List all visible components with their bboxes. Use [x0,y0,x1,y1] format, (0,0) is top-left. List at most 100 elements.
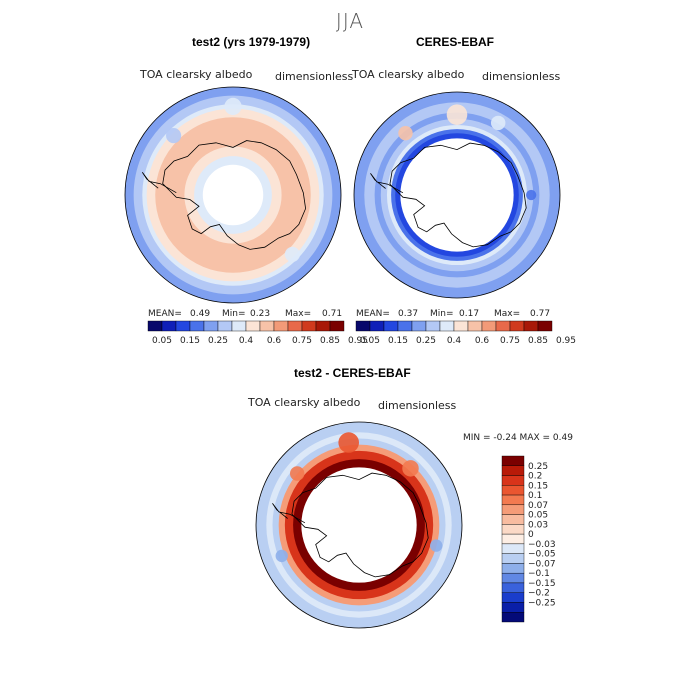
colorbar-swatch-12 [315,320,331,332]
panel1-units: dimensionless [275,70,354,83]
panel2-colorbar: 0.05 0.15 0.25 0.4 0.6 0.75 0.85 0.95 [355,320,576,346]
panel2-min-label: Min= [430,309,454,319]
panel2-mean-label: MEAN= [356,309,390,319]
colorbar-swatch-7 [501,524,525,535]
colorbar-tick-label-3: 0.4 [239,336,254,346]
colorbar-tick-label-0: 0.25 [528,462,548,472]
colorbar-swatch-13 [329,320,345,332]
panel1-mean-label: MEAN= [148,309,182,319]
colorbar-swatch-12 [523,320,539,332]
colorbar-tick-label-3: 0.4 [447,336,462,346]
colorbar-tick-label-10: −0.07 [528,559,556,569]
antarctic-peninsula [272,503,306,524]
colorbar-tick-label-4: 0.6 [267,336,282,346]
colorbar-swatch-3 [397,320,413,332]
panel2-max-label: Max= [494,309,521,319]
colorbar-swatch-0 [355,320,371,332]
panel2-units: dimensionless [482,70,561,83]
colorbar-swatch-11 [301,320,317,332]
panel3-units: dimensionless [378,399,457,412]
map-boundary [353,91,561,299]
panel3-title: test2 - CERES-EBAF [294,366,411,380]
panel1-variable: TOA clearsky albedo [140,68,253,81]
field-patch-1 [398,125,413,141]
colorbar-tick-label-2: 0.25 [208,336,228,346]
colorbar-tick-label-5: 0.75 [292,336,312,346]
panel1-title: test2 (yrs 1979-1979) [192,35,311,49]
colorbar-swatch-2 [175,320,191,332]
field-band-6 [301,467,417,583]
antarctica-coastline [291,472,429,578]
colorbar-swatch-8 [467,320,483,332]
panel2-mean: 0.37 [398,309,419,319]
colorbar-swatch-6 [501,514,525,525]
antarctica-coastline [389,142,527,248]
colorbar-swatch-15 [501,602,525,613]
colorbar-tick-label-7: 0 [528,530,534,540]
field-patch-3 [430,539,443,552]
colorbar-swatch-11 [501,563,525,574]
colorbar-tick-label-6: 0.85 [528,336,548,346]
colorbar-swatch-10 [287,320,303,332]
panel1-min: 0.23 [250,309,271,319]
panel2-map [353,91,561,299]
field-patch-1 [166,128,182,144]
colorbar-tick-label-7: 0.95 [348,336,368,346]
colorbar-swatch-1 [161,320,177,332]
panel1-min-label: Min= [222,309,246,319]
colorbar-swatch-4 [203,320,219,332]
antarctica-coastline [162,140,307,250]
panel2-variable: TOA clearsky albedo [352,68,465,81]
colorbar-tick-label-1: 0.2 [528,472,542,482]
field-patch-2 [284,246,300,262]
colorbar-swatch-3 [189,320,205,332]
field-patch-0 [224,97,242,116]
colorbar-swatch-13 [501,582,525,593]
colorbar-swatch-14 [501,592,525,603]
map-field [125,87,341,303]
colorbar-swatch-6 [439,320,455,332]
panel3-map [255,421,463,629]
figure-title: JJA [335,9,365,33]
colorbar-swatch-13 [537,320,553,332]
colorbar-tick-label-14: −0.25 [528,598,556,608]
colorbar-tick-label-0: 0.05 [152,336,172,346]
field-patch-2 [289,466,305,481]
colorbar-tick-label-12: −0.15 [528,579,556,589]
colorbar-tick-label-6: 0.85 [320,336,340,346]
colorbar-swatch-2 [383,320,399,332]
colorbar-swatch-8 [259,320,275,332]
colorbar-swatch-10 [501,553,525,564]
field-patch-4 [275,549,288,563]
colorbar-tick-label-9: −0.05 [528,550,556,560]
field-band-7 [202,164,264,226]
panel1-mean: 0.49 [190,309,211,319]
colorbar-tick-label-5: 0.05 [528,511,548,521]
field-band-7 [400,138,514,252]
panel1-max-label: Max= [285,309,312,319]
colorbar-tick-label-2: 0.25 [416,336,436,346]
colorbar-tick-label-5: 0.75 [500,336,520,346]
colorbar-tick-label-3: 0.1 [528,491,542,501]
colorbar-tick-label-8: −0.03 [528,540,556,550]
panel1-colorbar: 0.05 0.15 0.25 0.4 0.6 0.75 0.85 0.95 [147,320,368,346]
colorbar-tick-label-2: 0.15 [528,481,548,491]
colorbar-swatch-5 [425,320,441,332]
colorbar-swatch-4 [411,320,427,332]
field-patch-1 [402,460,419,477]
colorbar-swatch-6 [231,320,247,332]
panel2-min: 0.17 [459,309,480,319]
colorbar-tick-label-1: 0.15 [388,336,408,346]
panel1-map [124,86,342,304]
colorbar-swatch-5 [217,320,233,332]
map-field [256,422,462,628]
colorbar-tick-label-13: −0.2 [528,589,550,599]
colorbar-swatch-12 [501,572,525,584]
colorbar-swatch-1 [501,465,525,476]
colorbar-swatch-10 [495,320,511,332]
antarctic-peninsula [141,172,177,194]
colorbar-swatch-4 [501,494,525,506]
field-patch-3 [526,189,537,201]
colorbar-swatch-9 [501,543,525,554]
colorbar-tick-label-11: −0.1 [528,569,550,579]
